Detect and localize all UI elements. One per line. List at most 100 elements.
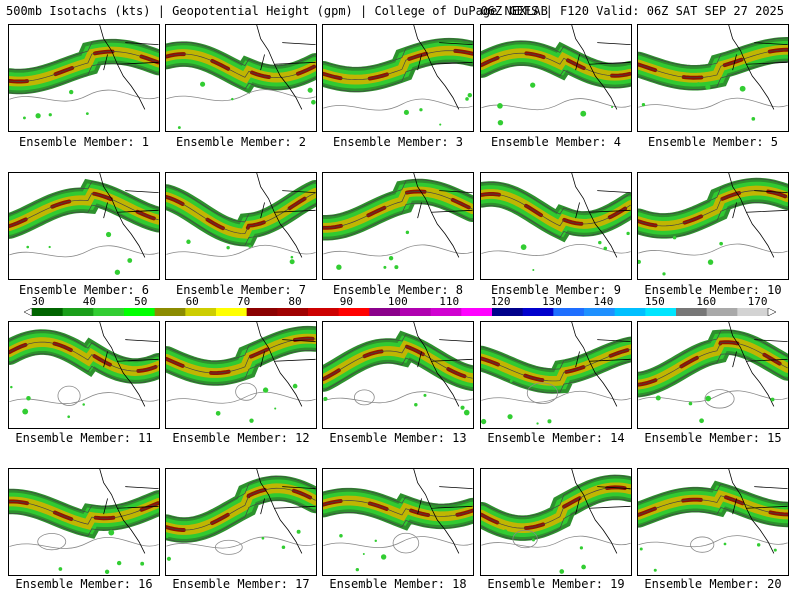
ensemble-map-panel <box>480 321 632 429</box>
wind-map-icon <box>481 173 631 271</box>
scale-tick-label: 30 <box>31 295 45 308</box>
ensemble-map-panel <box>8 24 160 132</box>
scale-color-swatch <box>584 308 616 316</box>
ensemble-map-panel <box>637 321 789 429</box>
scale-tick-label: 170 <box>747 295 768 308</box>
wind-map-icon <box>9 173 159 275</box>
ensemble-map-panel <box>8 321 160 429</box>
scale-color-swatch <box>308 308 340 316</box>
ensemble-member-label: Ensemble Member: 2 <box>175 135 307 149</box>
ensemble-member-label: Ensemble Member: 10 <box>644 283 782 297</box>
wind-map-icon <box>323 322 473 416</box>
scale-tick-label: 120 <box>490 295 511 308</box>
scale-color-swatch <box>216 308 248 316</box>
ensemble-member-label: Ensemble Member: 12 <box>172 431 310 445</box>
ensemble-member-label: Ensemble Member: 15 <box>644 431 782 445</box>
wind-map-icon <box>323 173 473 270</box>
ensemble-member-label: Ensemble Member: 14 <box>487 431 625 445</box>
wind-map-icon <box>481 469 631 574</box>
scale-color-swatch <box>676 308 708 316</box>
scale-color-swatch <box>522 308 554 316</box>
ensemble-map-panel <box>637 468 789 576</box>
scale-tick-label: 40 <box>82 295 97 308</box>
ensemble-member-label: Ensemble Member: 7 <box>175 283 307 297</box>
wind-map-icon <box>638 469 788 572</box>
ensemble-map-panel <box>637 24 789 132</box>
wind-map-icon <box>9 322 159 419</box>
ensemble-member-label: Ensemble Member: 1 <box>18 135 150 149</box>
wind-map-icon <box>323 469 473 572</box>
scale-color-swatch <box>430 308 462 316</box>
product-title: 500mb Isotachs (kts) | Geopotential Heig… <box>6 4 548 18</box>
ensemble-member-label: Ensemble Member: 20 <box>644 577 782 591</box>
ensemble-member-label: Ensemble Member: 6 <box>18 283 150 297</box>
scale-tick-label: 70 <box>236 295 251 308</box>
ensemble-map-panel <box>480 24 632 132</box>
ensemble-member-label: Ensemble Member: 5 <box>647 135 779 149</box>
scale-color-swatch <box>185 308 217 316</box>
ensemble-map-panel <box>322 468 474 576</box>
page-header: 500mb Isotachs (kts) | Geopotential Heig… <box>0 0 800 22</box>
ensemble-map-panel <box>8 468 160 576</box>
scale-color-swatch <box>737 308 769 316</box>
ensemble-map-panel <box>322 172 474 280</box>
scale-color-swatch <box>706 308 738 316</box>
ensemble-member-label: Ensemble Member: 4 <box>490 135 622 149</box>
scale-color-swatch <box>553 308 585 316</box>
ensemble-member-label: Ensemble Member: 17 <box>172 577 310 591</box>
wind-map-icon <box>481 25 631 126</box>
scale-tick-label: 50 <box>134 295 148 308</box>
scale-color-swatch <box>400 308 432 316</box>
wind-map-icon <box>638 173 788 276</box>
scale-color-swatch <box>246 308 278 316</box>
ensemble-member-label: Ensemble Member: 8 <box>332 283 464 297</box>
ensemble-member-label: Ensemble Member: 9 <box>490 283 622 297</box>
wind-map-icon <box>638 25 788 121</box>
scale-color-swatch <box>277 308 309 316</box>
valid-time: 06Z GEFS | F120 Valid: 06Z SAT SEP 27 20… <box>480 4 784 18</box>
wind-map-icon <box>481 322 631 425</box>
ensemble-map-panel <box>165 172 317 280</box>
ensemble-map-panel <box>637 172 789 280</box>
scale-tick-label: 80 <box>288 295 302 308</box>
wind-map-icon <box>166 322 316 423</box>
ensemble-member-label: Ensemble Member: 3 <box>332 135 464 149</box>
scale-color-swatch <box>369 308 401 316</box>
ensemble-map-panel <box>322 24 474 132</box>
wind-map-icon <box>166 469 316 561</box>
scale-color-swatch <box>124 308 156 316</box>
ensemble-member-label: Ensemble Member: 16 <box>15 577 153 591</box>
ensemble-map-panel <box>165 468 317 576</box>
scale-tick-label: 150 <box>644 295 665 308</box>
color-scale-legend: 30 40 50 60 70 80 90 100 110 120 130 140 150 160 170 <box>0 296 800 318</box>
ensemble-member-label: Ensemble Member: 13 <box>329 431 467 445</box>
ensemble-map-panel <box>165 321 317 429</box>
wind-map-icon <box>638 322 788 424</box>
wind-map-icon <box>166 173 316 265</box>
ensemble-map-panel <box>322 321 474 429</box>
ensemble-member-label: Ensemble Member: 18 <box>329 577 467 591</box>
wind-map-icon <box>323 25 473 126</box>
scale-tick-label: 160 <box>696 295 717 308</box>
wind-map-icon <box>166 25 316 129</box>
ensemble-map-panel <box>8 172 160 280</box>
scale-tick-label: 130 <box>542 295 562 308</box>
ensemble-map-panel <box>165 24 317 132</box>
scale-tick-label: 140 <box>593 295 614 308</box>
scale-tick-label: 90 <box>339 295 354 308</box>
scale-tick-label: 60 <box>185 295 199 308</box>
scale-tick-label: 100 <box>387 295 408 308</box>
ensemble-member-label: Ensemble Member: 19 <box>487 577 625 591</box>
scale-color-swatch <box>154 308 186 316</box>
scale-color-swatch <box>62 308 94 316</box>
scale-color-swatch <box>645 308 677 316</box>
color-scale-bar <box>24 308 776 316</box>
scale-color-swatch <box>492 308 524 316</box>
scale-color-swatch <box>338 308 370 316</box>
wind-map-icon <box>9 25 159 120</box>
ensemble-map-panel <box>480 468 632 576</box>
scale-tick-label: 110 <box>439 295 460 308</box>
wind-map-icon <box>9 469 159 575</box>
scale-right-arrow <box>767 308 776 316</box>
scale-color-swatch <box>32 308 64 316</box>
